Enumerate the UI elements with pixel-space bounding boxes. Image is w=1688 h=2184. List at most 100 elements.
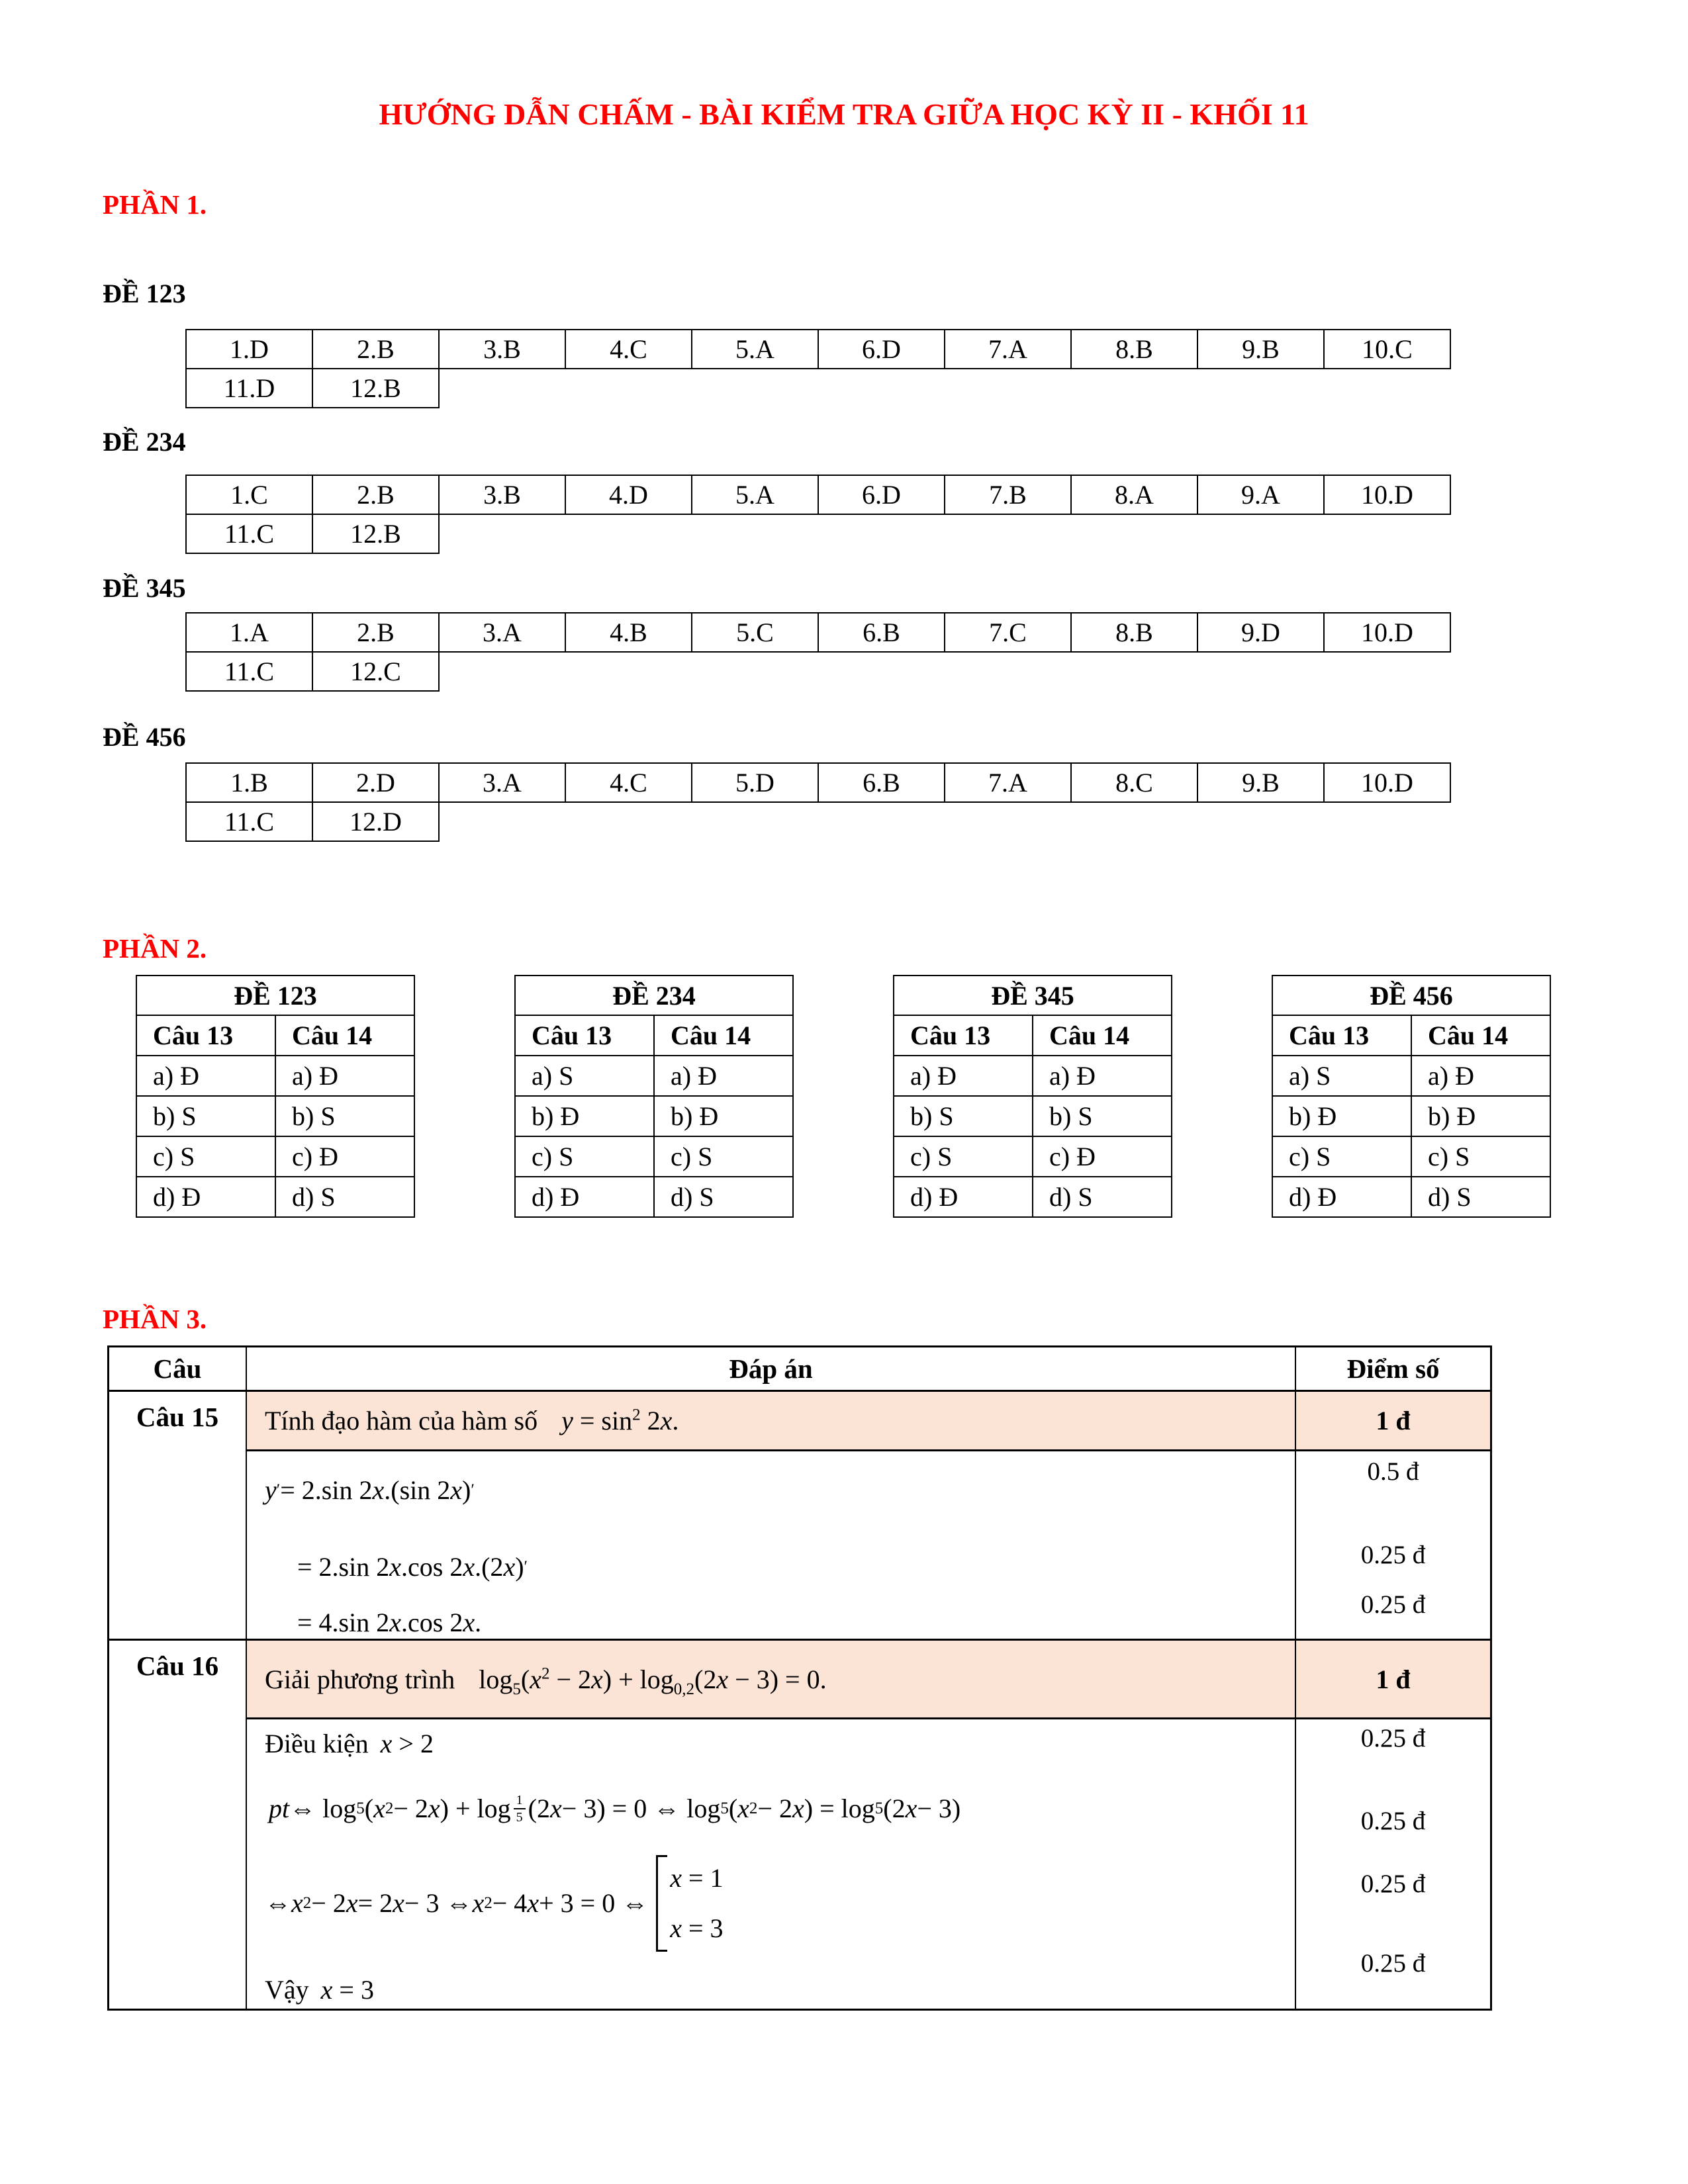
answer-cell: 7.A [944, 762, 1072, 803]
tf-cell: a) Đ [653, 1055, 794, 1097]
points-value: 0.5 đ [1367, 1457, 1419, 1486]
answer-cell: 1.A [185, 612, 313, 653]
tf-cell: a) S [1272, 1055, 1412, 1097]
tf-cell: d) Đ [136, 1176, 276, 1218]
tf-cell: d) S [1411, 1176, 1551, 1218]
answer-cell: 6.B [818, 762, 945, 803]
question-label-cau-16: Câu 16 [109, 1641, 247, 2009]
tf-cell: c) Đ [1032, 1136, 1172, 1177]
problem-text: Tính đạo hàm của hàm số [265, 1406, 538, 1435]
answer-cell: 12.D [312, 801, 440, 842]
de-456-label: ĐỀ 456 [103, 722, 186, 752]
table-row: 11.C 12.C [185, 651, 1450, 692]
tf-cell: a) Đ [275, 1055, 415, 1097]
answer-cell: 3.A [438, 612, 566, 653]
answer-cell: 3.B [438, 475, 566, 515]
answer-cell: 8.A [1070, 475, 1198, 515]
points-value: 0.25 đ [1360, 1724, 1426, 1752]
answer-cell: 8.B [1070, 329, 1198, 369]
cau-16-points-column: 0.25 đ 0.25 đ 0.25 đ 0.25 đ [1296, 1719, 1490, 2009]
answer-cell: 5.A [691, 475, 819, 515]
solution-line: = 2.sin 2 x .cos 2 x .(2 x) ′ [297, 1552, 528, 1582]
answer-cell: 8.C [1070, 762, 1198, 803]
answer-cell: 10.D [1323, 612, 1451, 653]
tf-cell: c) S [893, 1136, 1033, 1177]
part2-heading: PHẦN 2. [103, 933, 207, 964]
de-234-answer-table: 1.C 2.B 3.B 4.D 5.A 6.D 7.B 8.A 9.A 10.D… [185, 475, 1451, 554]
answer-cell: 3.A [438, 762, 566, 803]
answer-cell: 9.D [1197, 612, 1325, 653]
solution-line: Vậy x = 3 [265, 1975, 374, 2005]
answer-cell: 12.B [312, 368, 440, 408]
answer-cell: 1.D [185, 329, 313, 369]
answer-cell: 4.D [565, 475, 692, 515]
header-cau: Câu [109, 1347, 247, 1392]
answer-cell: 2.B [312, 475, 440, 515]
part3-solution-table: Câu Đáp án Điểm số Câu 15 Tính đạo hàm c… [107, 1345, 1492, 2011]
tf-cell: a) Đ [893, 1055, 1033, 1097]
solution-text: Vậy [265, 1975, 309, 2005]
column-header: Câu 14 [1411, 1015, 1551, 1056]
solution-formula: x = 3 [320, 1975, 374, 2005]
tf-cell: b) Đ [514, 1095, 655, 1137]
cau-16-solution: Điều kiện x > 2 pt ⇔ log 5(x 2 − 2 x) + log… [247, 1719, 1296, 2009]
table-row: 11.C 12.D [185, 801, 1450, 842]
de-123-answer-table: 1.D 2.B 3.B 4.C 5.A 6.D 7.A 8.B 9.B 10.C… [185, 329, 1451, 408]
cau-15-solution: y ′ = 2.sin 2 x .(sin 2 x) ′ = 2.sin 2 x .cos 2… [247, 1451, 1296, 1641]
solution-formula: x > 2 [380, 1729, 434, 1758]
de-345-answer-table: 1.A 2.B 3.A 4.B 5.C 6.B 7.C 8.B 9.D 10.D… [185, 612, 1451, 692]
answer-cell: 10.D [1323, 475, 1451, 515]
answer-cell: 9.B [1197, 329, 1325, 369]
answer-cell: 5.D [691, 762, 819, 803]
tf-cell: d) Đ [514, 1176, 655, 1218]
answer-cell: 5.A [691, 329, 819, 369]
document-title: HƯỚNG DẪN CHẤM - BÀI KIỂM TRA GIỮA HỌC K… [379, 97, 1309, 131]
table-title: ĐỀ 456 [1272, 975, 1551, 1016]
question-label-cau-15: Câu 15 [109, 1392, 247, 1641]
table-row: 1.A 2.B 3.A 4.B 5.C 6.B 7.C 8.B 9.D 10.D [185, 612, 1451, 653]
tf-cell: c) S [1411, 1136, 1551, 1177]
header-diem-so: Điểm số [1296, 1347, 1490, 1392]
column-header: Câu 14 [275, 1015, 415, 1056]
tf-cell: c) Đ [275, 1136, 415, 1177]
table-title: ĐỀ 123 [136, 975, 415, 1016]
part3-heading: PHẦN 3. [103, 1304, 207, 1334]
tf-cell: b) S [893, 1095, 1033, 1137]
tf-cell: c) S [653, 1136, 794, 1177]
solution-line: pt ⇔ log 5(x 2 − 2 x) + log 1 5 (2 x − 3) = 0 ⇔… [269, 1793, 961, 1825]
answer-cell: 7.A [944, 329, 1072, 369]
tf-cell: b) Đ [1272, 1095, 1412, 1137]
column-header: Câu 14 [1032, 1015, 1172, 1056]
tf-cell: a) Đ [1411, 1055, 1551, 1097]
solution-line: Điều kiện x > 2 [265, 1729, 434, 1759]
cau-15-total-points: 1 đ [1296, 1392, 1490, 1451]
answer-cell: 11.C [185, 514, 313, 554]
header-dap-an: Đáp án [247, 1347, 1296, 1392]
problem-text: Giải phương trình [265, 1664, 455, 1694]
answer-cell: 11.C [185, 801, 313, 842]
column-header: Câu 13 [514, 1015, 655, 1056]
answer-cell: 2.D [312, 762, 440, 803]
problem-formula: log5(x2 − 2x) + log0,2(2x − 3) = 0. [479, 1664, 827, 1698]
column-header: Câu 13 [893, 1015, 1033, 1056]
answer-cell: 11.D [185, 368, 313, 408]
tf-cell: b) S [275, 1095, 415, 1137]
cau-16-total-points: 1 đ [1296, 1641, 1490, 1719]
answer-cell: 4.C [565, 762, 692, 803]
answer-cell: 10.D [1323, 762, 1451, 803]
answer-cell: 9.A [1197, 475, 1325, 515]
column-header: Câu 13 [136, 1015, 276, 1056]
points-value: 0.25 đ [1360, 1949, 1426, 1978]
cau-15-points-column: 0.5 đ 0.25 đ 0.25 đ [1296, 1451, 1490, 1641]
tf-cell: a) S [514, 1055, 655, 1097]
points-value: 0.25 đ [1360, 1807, 1426, 1835]
tf-cell: a) Đ [1032, 1055, 1172, 1097]
table-row: 11.D 12.B [185, 368, 1450, 408]
answer-cell: 2.B [312, 329, 440, 369]
tf-cell: b) Đ [1411, 1095, 1551, 1137]
